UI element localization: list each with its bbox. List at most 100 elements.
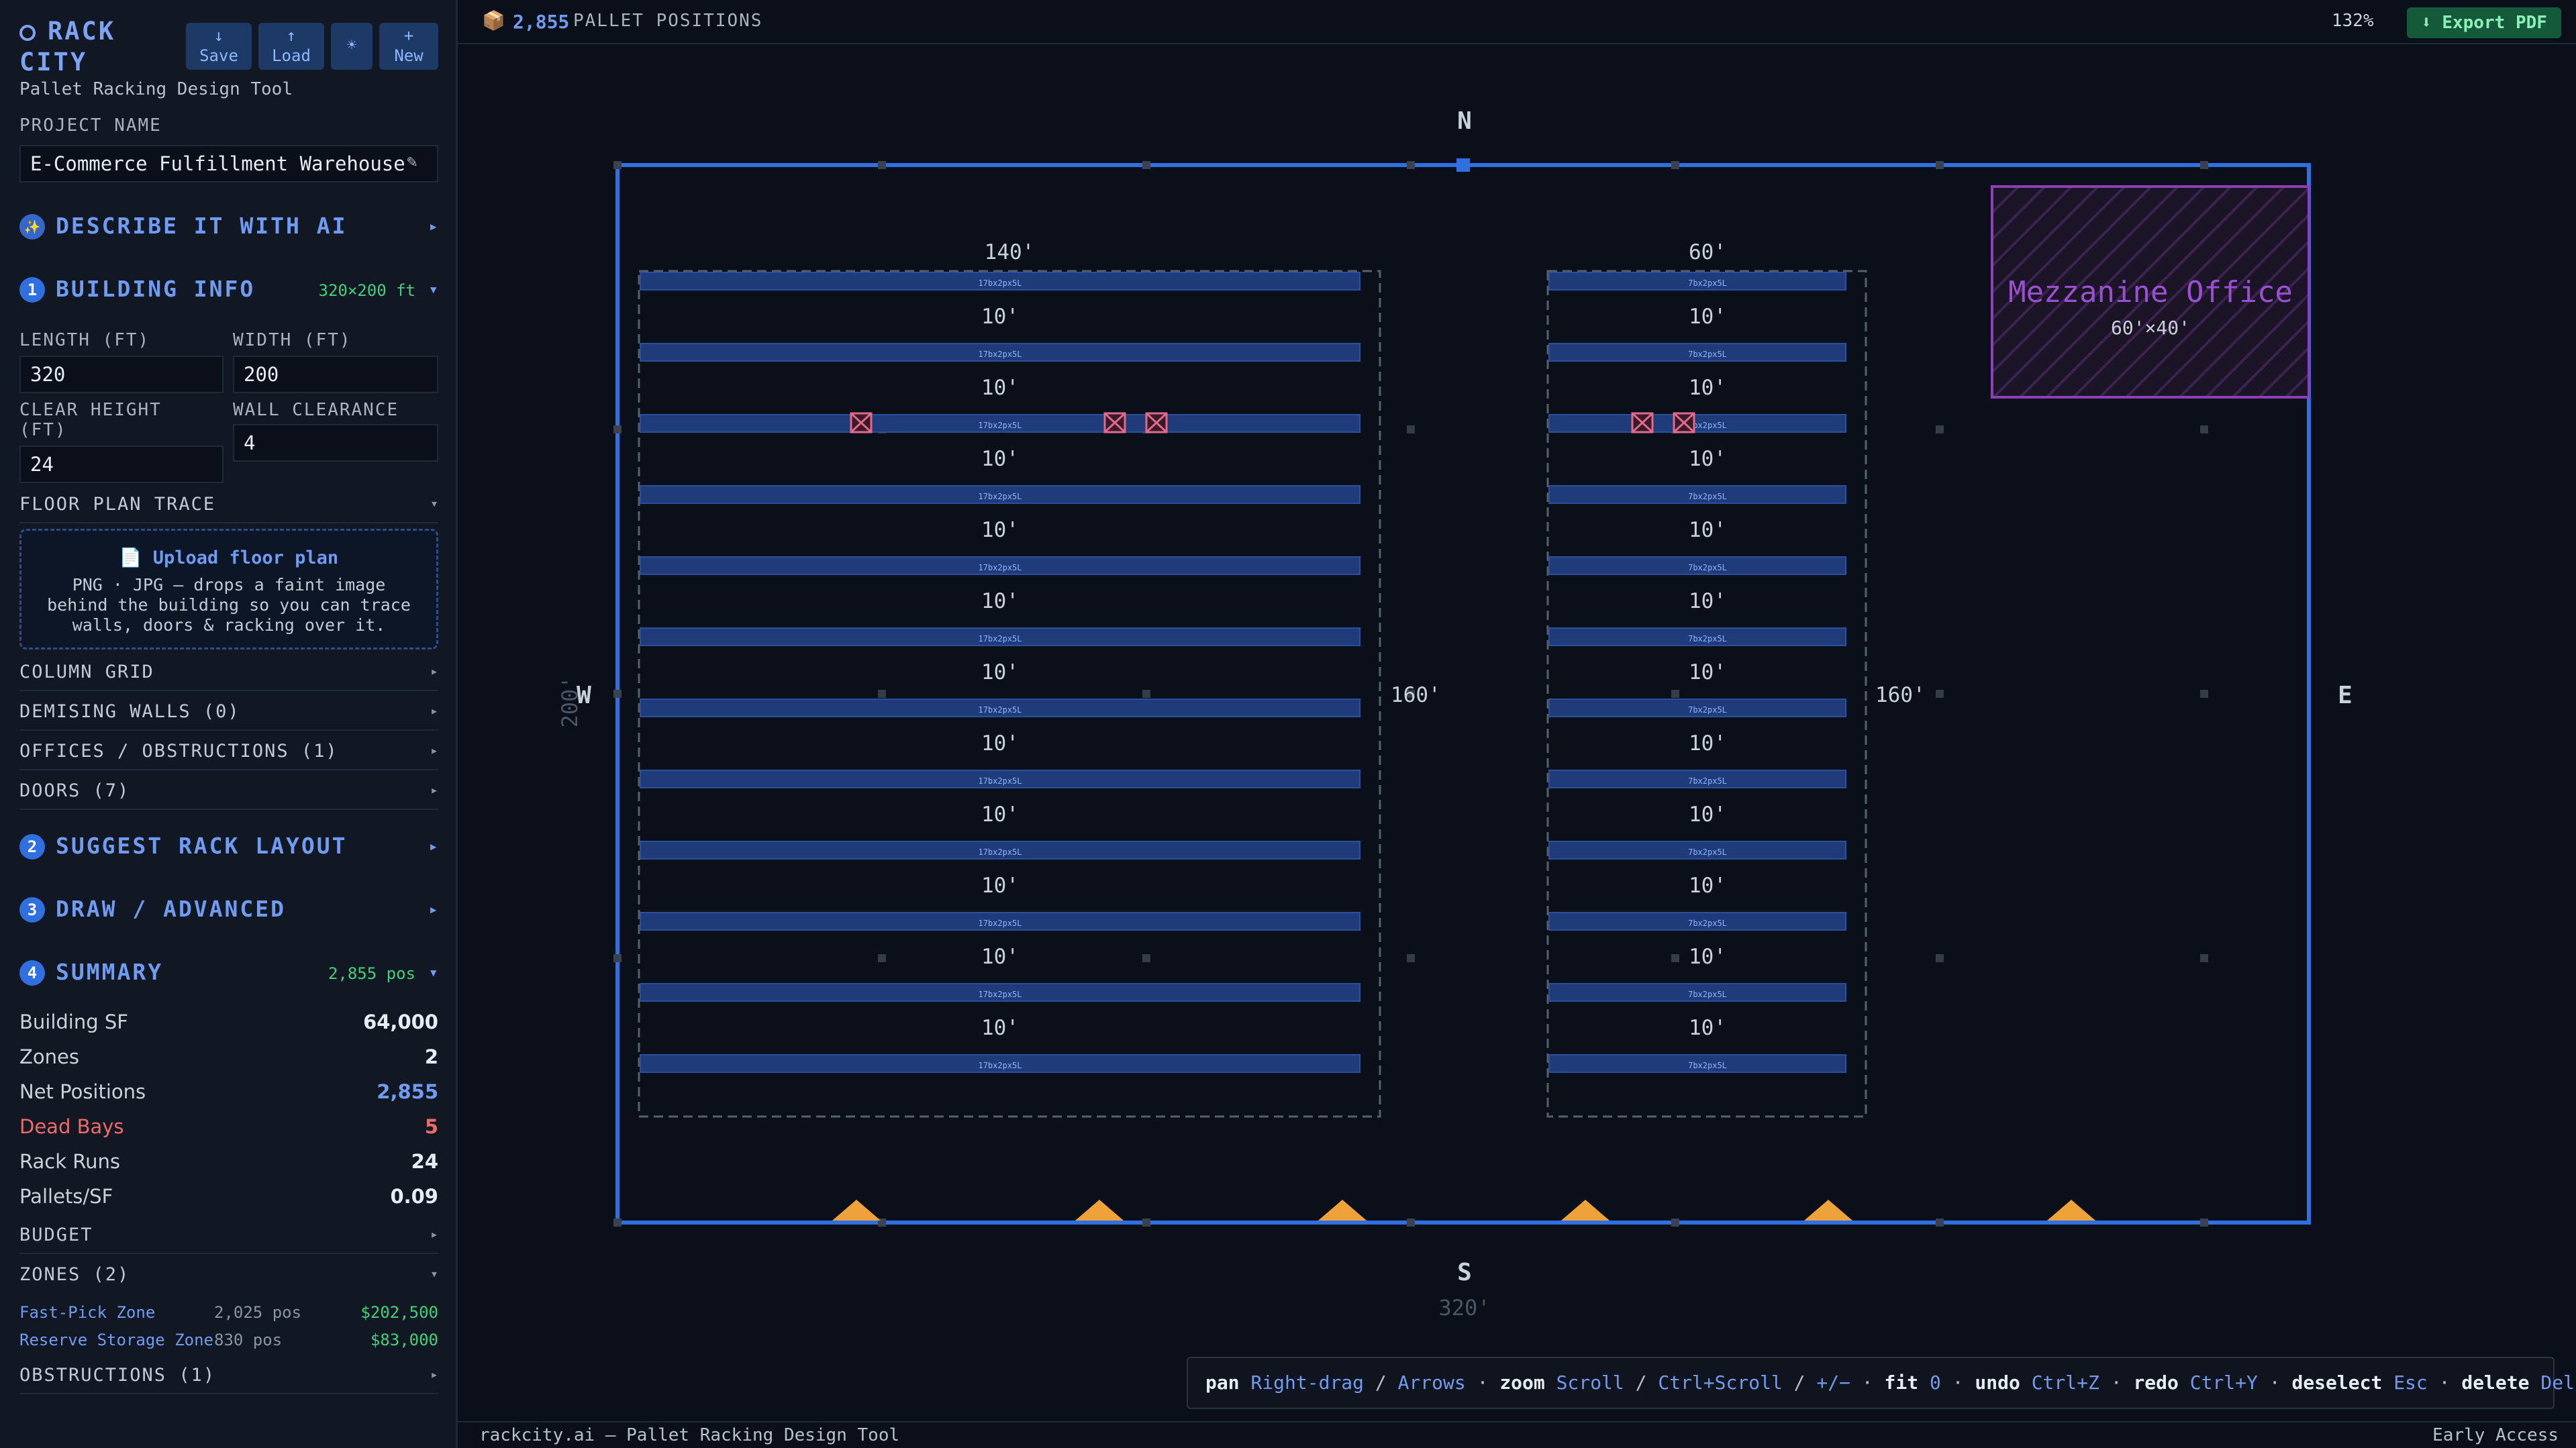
dead-bay[interactable]	[1631, 412, 1654, 433]
summary-section[interactable]: 4 SUMMARY 2,855 pos ▾	[19, 956, 438, 990]
dead-bay[interactable]	[1103, 412, 1126, 433]
zone-reserve-storage-outline[interactable]	[1546, 270, 1867, 1118]
offices-obstructions-toggle[interactable]: OFFICES / OBSTRUCTIONS (1) ▸	[19, 734, 438, 770]
rack-run[interactable]: 7bx2px5L	[1548, 485, 1846, 504]
wall-handle[interactable]	[1936, 1219, 1944, 1227]
dead-bay[interactable]	[850, 412, 873, 433]
width-input[interactable]: 200	[233, 356, 438, 393]
zoom-level[interactable]: 132%	[2332, 11, 2374, 31]
dock-door[interactable]	[1075, 1200, 1124, 1221]
rack-run[interactable]: 7bx2px5L	[1548, 770, 1846, 788]
rack-run[interactable]: 17bx2px5L	[640, 343, 1360, 362]
rack-run[interactable]: 7bx2px5L	[1548, 272, 1846, 291]
rack-bar[interactable]	[1548, 699, 1846, 717]
rack-bar[interactable]	[640, 912, 1360, 931]
zone-row-reserve-storage[interactable]: Reserve Storage Zone 830 pos $83,000	[19, 1331, 438, 1349]
building-info-section[interactable]: 1 BUILDING INFO 320×200 ft ▾	[19, 273, 438, 307]
zone-reserve-racks[interactable]: 7bx2px5L 10' 7bx2px5L 10' 7bx2px5L 10' 7bx2px5…	[1548, 272, 1846, 1073]
rack-run[interactable]: 7bx2px5L	[1548, 699, 1846, 717]
wall-handle[interactable]	[2200, 161, 2208, 169]
rack-bar[interactable]	[1548, 912, 1846, 931]
obstructions-toggle[interactable]: OBSTRUCTIONS (1) ▸	[19, 1358, 438, 1394]
dock-door[interactable]	[1561, 1200, 1609, 1221]
rack-bar[interactable]	[1548, 556, 1846, 575]
rack-run[interactable]: 17bx2px5L	[640, 983, 1360, 1002]
length-input[interactable]: 320	[19, 356, 224, 393]
rack-bar[interactable]	[640, 627, 1360, 646]
wall-handle[interactable]	[2200, 1219, 2208, 1227]
rack-bar[interactable]	[640, 272, 1360, 291]
wall-handle[interactable]	[1671, 161, 1679, 169]
rack-run[interactable]: 7bx2px5L	[1548, 414, 1846, 433]
rack-bar[interactable]	[640, 841, 1360, 860]
rack-run[interactable]: 7bx2px5L	[1548, 841, 1846, 860]
rack-run[interactable]: 17bx2px5L	[640, 912, 1360, 931]
rack-run[interactable]: 17bx2px5L	[640, 1054, 1360, 1073]
rack-bar[interactable]	[640, 1054, 1360, 1073]
wall-handle[interactable]	[613, 425, 622, 433]
clear-height-input[interactable]: 24	[19, 446, 224, 483]
rack-bar[interactable]	[1548, 343, 1846, 362]
rack-bar[interactable]	[640, 485, 1360, 504]
rack-bar[interactable]	[1548, 485, 1846, 504]
wall-handle[interactable]	[613, 690, 622, 698]
suggest-rack-layout-section[interactable]: 2 SUGGEST RACK LAYOUT ▸	[19, 830, 438, 864]
wall-handle[interactable]	[1671, 1219, 1679, 1227]
wall-handle[interactable]	[1407, 161, 1415, 169]
rack-bar[interactable]	[1548, 1054, 1846, 1073]
rack-bar[interactable]	[1548, 983, 1846, 1002]
load-button[interactable]: ↑ Load	[258, 23, 324, 70]
draw-advanced-section[interactable]: 3 DRAW / ADVANCED ▸	[19, 893, 438, 927]
north-wall-handle[interactable]	[1456, 158, 1470, 172]
rack-run[interactable]: 7bx2px5L	[1548, 1054, 1846, 1073]
doors-toggle[interactable]: DOORS (7) ▸	[19, 774, 438, 810]
export-pdf-button[interactable]: ⬇ Export PDF	[2407, 7, 2561, 38]
wall-clearance-input[interactable]: 4	[233, 424, 438, 462]
floor-plan-canvas[interactable]: 140' 60' 160' 160' 17bx2px5L10'17bx2px5L…	[458, 44, 2576, 1420]
save-button[interactable]: ↓ Save	[186, 23, 252, 70]
wall-handle[interactable]	[613, 954, 622, 962]
rack-run[interactable]: 17bx2px5L	[640, 841, 1360, 860]
dead-bay[interactable]	[1673, 412, 1695, 433]
rack-run[interactable]: 7bx2px5L	[1548, 556, 1846, 575]
dead-bay[interactable]	[1145, 412, 1168, 433]
rack-run[interactable]: 7bx2px5L	[1548, 343, 1846, 362]
wall-handle[interactable]	[1936, 161, 1944, 169]
zone-fast-pick-racks[interactable]: 17bx2px5L 10' 17bx2px5L 10' 17bx2px5L 10' 17bx…	[640, 272, 1360, 1073]
zones-toggle[interactable]: ZONES (2) ▾	[19, 1264, 438, 1285]
wall-handle[interactable]	[1142, 1219, 1150, 1227]
upload-floor-plan-dropzone[interactable]: 📄 Upload floor plan PNG · JPG — drops a …	[19, 529, 438, 650]
rack-run[interactable]: 17bx2px5L	[640, 627, 1360, 646]
new-project-button[interactable]: + New	[379, 23, 438, 70]
wall-handle[interactable]	[878, 161, 886, 169]
dock-door[interactable]	[1804, 1200, 1852, 1221]
rack-bar[interactable]	[640, 414, 1360, 433]
dock-door[interactable]	[1318, 1200, 1367, 1221]
rack-run[interactable]: 17bx2px5L	[640, 770, 1360, 788]
wall-handle[interactable]	[613, 161, 622, 169]
rack-run[interactable]: 17bx2px5L	[640, 414, 1360, 433]
wall-handle[interactable]	[1407, 1219, 1415, 1227]
project-name-input[interactable]: E-Commerce Fulfillment Warehouse	[19, 145, 438, 183]
rack-bar[interactable]	[640, 699, 1360, 717]
rack-bar[interactable]	[640, 770, 1360, 788]
rack-bar[interactable]	[1548, 841, 1846, 860]
edit-icon[interactable]: ✎	[407, 152, 417, 172]
rack-bar[interactable]	[1548, 272, 1846, 291]
rack-run[interactable]: 17bx2px5L	[640, 485, 1360, 504]
demising-walls-toggle[interactable]: DEMISING WALLS (0) ▸	[19, 694, 438, 731]
rack-bar[interactable]	[1548, 627, 1846, 646]
dock-door[interactable]	[2047, 1200, 2095, 1221]
rack-bar[interactable]	[640, 983, 1360, 1002]
describe-ai-section[interactable]: ✨ DESCRIBE IT WITH AI ▸	[19, 210, 438, 244]
rack-run[interactable]: 7bx2px5L	[1548, 627, 1846, 646]
theme-toggle-button[interactable]: ☀	[331, 23, 373, 70]
rack-run[interactable]: 17bx2px5L	[640, 699, 1360, 717]
dead-bays[interactable]	[850, 412, 1695, 433]
rack-run[interactable]: 7bx2px5L	[1548, 912, 1846, 931]
rack-bar[interactable]	[1548, 414, 1846, 433]
wall-handle[interactable]	[1142, 161, 1150, 169]
rack-run[interactable]: 17bx2px5L	[640, 556, 1360, 575]
rack-bar[interactable]	[1548, 770, 1846, 788]
column-grid-toggle[interactable]: COLUMN GRID ▸	[19, 655, 438, 691]
